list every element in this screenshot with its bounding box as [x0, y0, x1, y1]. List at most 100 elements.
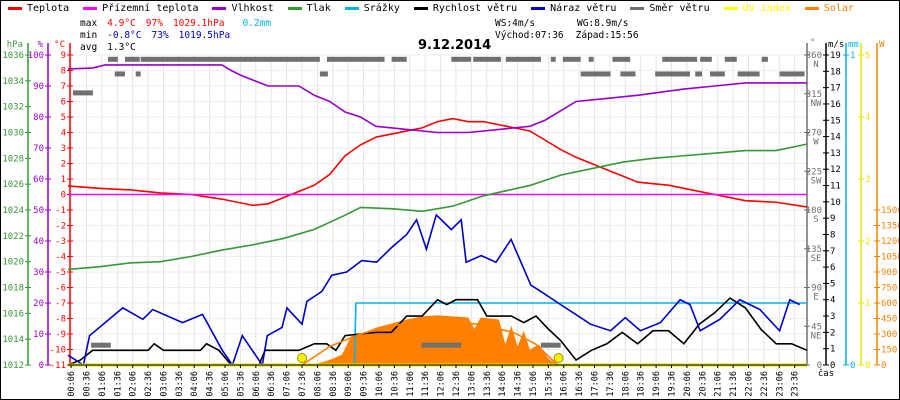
pressure-tick-label: 1026 — [2, 180, 24, 190]
direction-tick-label: 90 — [811, 284, 822, 294]
pressure-tick-label: 1018 — [2, 284, 24, 294]
legend-swatch — [344, 7, 359, 10]
wind-direction-mark — [588, 56, 594, 62]
x-tick-label: 02:36 — [144, 371, 154, 397]
pressure-tick-label: 1024 — [2, 206, 24, 216]
x-tick-label: 17:36 — [606, 371, 616, 397]
wind-direction-mark — [451, 56, 472, 62]
legend-label: Srážky — [363, 3, 400, 14]
direction-tick-label: 225 — [806, 167, 822, 177]
x-tick-label: 00:36 — [82, 371, 92, 397]
x-tick-label: 12:36 — [452, 371, 462, 397]
legend-label: UV index — [742, 3, 791, 14]
x-tick-label: 22:06 — [744, 371, 754, 397]
wind-direction-mark — [326, 56, 385, 62]
wind-direction-mark — [695, 71, 703, 77]
x-tick-label: 19:36 — [668, 371, 678, 397]
x-tick-label: 21:06 — [714, 371, 724, 397]
wind-tick-label: 18 — [830, 67, 841, 77]
direction-tick-label: 180 — [806, 206, 822, 216]
direction-compass-label: NE — [811, 331, 822, 341]
x-tick-label: 15:06 — [529, 371, 539, 397]
wind-direction-mark — [140, 56, 320, 62]
wind-tick-label: 15 — [830, 116, 841, 126]
legend-item: Tlak — [287, 3, 331, 14]
solar-area — [302, 315, 558, 365]
pressure-tick-label: 1028 — [2, 154, 24, 164]
temperature-tick-label: 0 — [61, 191, 66, 201]
x-tick-label: 10:36 — [390, 371, 400, 397]
sun-marker-východ — [297, 353, 308, 363]
x-tick-label: 13:36 — [483, 371, 493, 397]
legend-item: Solar — [804, 3, 854, 14]
temperature-tick-label: 7 — [61, 82, 66, 92]
legend-swatch — [413, 7, 428, 10]
legend-label: Směr větru — [649, 3, 710, 14]
temperature-tick-label: -1 — [55, 206, 66, 216]
legend-swatch — [804, 7, 819, 10]
x-tick-label: 20:36 — [698, 371, 708, 397]
wind-tick-label: 17 — [830, 84, 841, 94]
temperature-tick-label: -10 — [50, 346, 66, 356]
wind-tick-label: 9 — [830, 214, 835, 224]
wind-tick-label: 3 — [830, 312, 835, 322]
humidity-tick-label: 100 — [28, 51, 44, 61]
pressure-tick-label: 1020 — [2, 258, 24, 268]
max-pressure: 1029.1hPa — [172, 18, 225, 29]
x-tick-label: 18:06 — [621, 371, 631, 397]
direction-compass-label: SE — [811, 254, 822, 264]
wind-direction-mark — [550, 56, 556, 62]
legend-swatch — [630, 7, 645, 10]
wind-direction-mark — [562, 56, 581, 62]
legend-item: Směr větru — [630, 3, 710, 14]
sun-marker-západ — [553, 353, 564, 363]
temperature-tick-label: 4 — [61, 129, 66, 139]
legend-item: Vlhkost — [212, 3, 274, 14]
legend-swatch — [212, 7, 227, 10]
x-tick-label: 15:36 — [544, 371, 554, 397]
legend-label: Přízemní teplota — [102, 3, 199, 14]
x-tick-label: 03:36 — [175, 371, 185, 397]
legend-item: Srážky — [344, 3, 400, 14]
direction-tick-label: 0 — [817, 361, 822, 371]
wind-tick-label: 5 — [830, 279, 835, 289]
wind-direction-mark — [655, 71, 690, 77]
x-tick-label: 02:06 — [129, 371, 139, 397]
wind-tick-label: 13 — [830, 149, 841, 159]
solar-tick-label: 600 — [881, 299, 897, 309]
x-tick-label: 03:06 — [159, 371, 169, 397]
temperature-axis-unit: °C — [54, 40, 65, 50]
wind-tick-label: 2 — [830, 328, 835, 338]
solar-tick-label: 1350 — [881, 222, 900, 232]
x-tick-label: 20:06 — [683, 371, 693, 397]
wind-direction-mark — [505, 56, 541, 62]
x-tick-label: 09:36 — [360, 371, 370, 397]
wind-direction-mark — [580, 71, 611, 77]
x-tick-label: 14:36 — [514, 371, 524, 397]
legend-swatch — [8, 7, 22, 10]
wind-tick-label: 4 — [830, 296, 835, 306]
solar-tick-label: 300 — [881, 330, 897, 340]
wind-speed-max: WS:4m/s — [495, 18, 536, 29]
uv-tick-label: 3 — [865, 175, 870, 185]
pressure-tick-label: 1016 — [2, 309, 24, 319]
x-tick-label: 08:36 — [329, 371, 339, 397]
wind-direction-mark — [72, 90, 93, 96]
x-tick-label: 12:06 — [437, 371, 447, 397]
uv-tick-label: 2 — [865, 237, 870, 247]
wind-gust-max: WG:8.9m/s — [577, 18, 629, 29]
temperature-tick-label: -2 — [55, 222, 66, 232]
legend-swatch — [287, 7, 302, 10]
wind-axis-unit: m/s — [828, 40, 844, 50]
humidity-tick-label: 20 — [33, 299, 44, 309]
x-tick-label: 16:06 — [560, 371, 570, 397]
legend-swatch — [531, 7, 546, 10]
humidity-tick-label: 60 — [33, 175, 44, 185]
wind-direction-mark — [135, 71, 141, 77]
x-tick-label: 14:06 — [498, 371, 508, 397]
x-tick-label: 06:36 — [267, 371, 277, 397]
legend-label: Solar — [823, 3, 854, 14]
wind-direction-mark — [710, 71, 725, 77]
wind-direction-mark — [91, 342, 111, 348]
